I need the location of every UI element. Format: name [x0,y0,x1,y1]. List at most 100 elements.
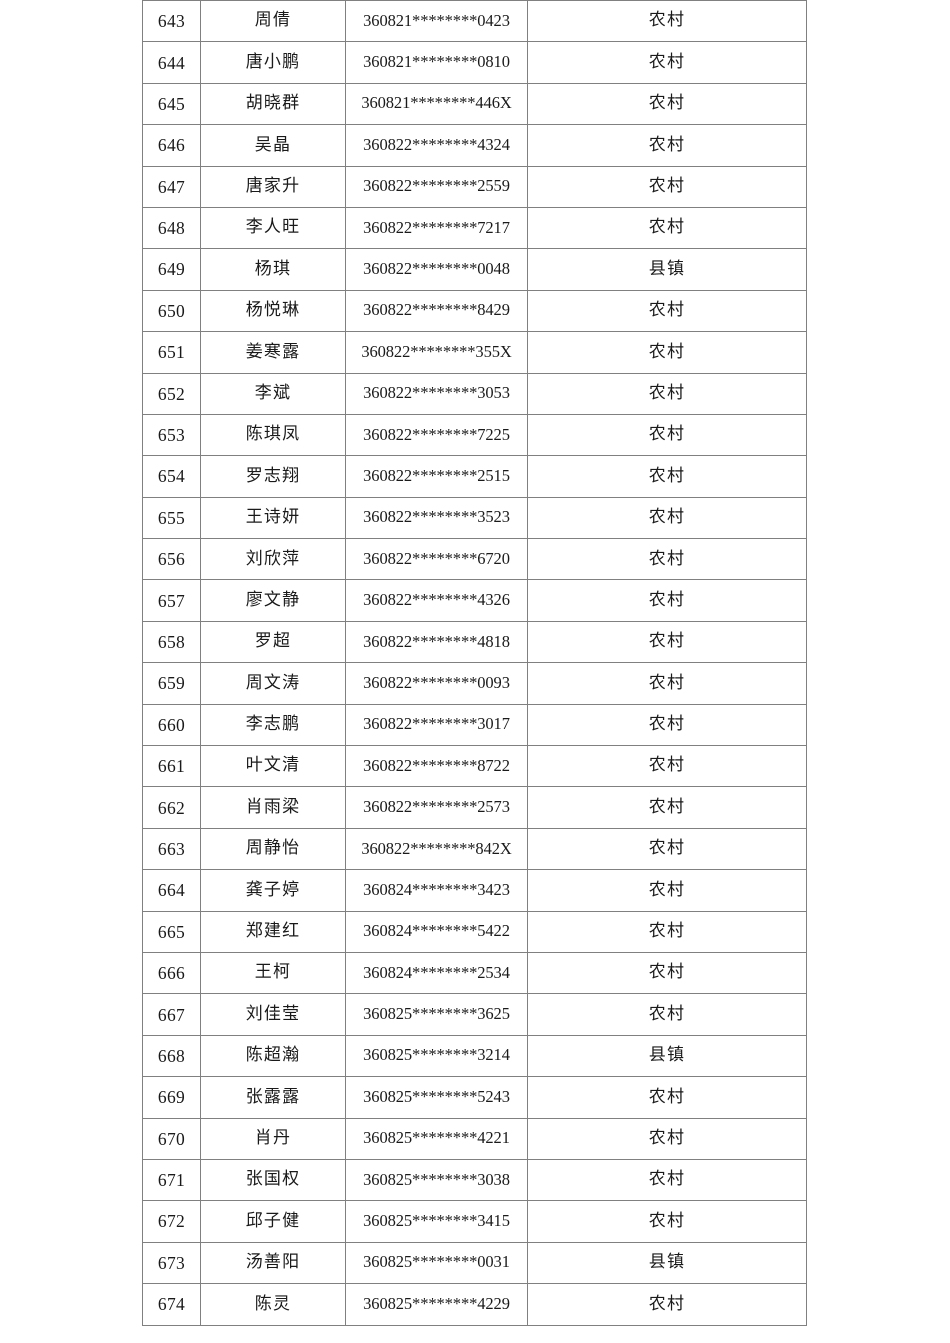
cell-name: 周文涛 [200,662,346,705]
cell-name: 姜寒露 [200,331,346,374]
cell-category: 农村 [527,869,807,912]
cell-name: 郑建红 [200,910,346,953]
cell-category: 农村 [527,1076,807,1119]
cell-sequence-number: 665 [142,910,201,953]
cell-name: 叶文清 [200,745,346,788]
cell-category: 农村 [527,579,807,622]
cell-id-number: 360822********3017 [345,703,528,747]
cell-id-number: 360825********0031 [345,1241,528,1285]
cell-category: 县镇 [527,248,807,291]
cell-sequence-number: 670 [142,1117,201,1160]
table-row: 652 李斌 360822********3053 农村 [142,372,807,415]
table-row: 653 陈琪凤 360822********7225 农村 [142,413,807,457]
cell-category: 农村 [527,165,807,208]
table-row: 657 廖文静 360822********4326 农村 [142,579,807,622]
cell-id-number: 360824********5422 [345,910,528,953]
cell-id-number: 360822********0048 [345,248,528,291]
cell-id-number: 360822********4324 [345,124,528,167]
cell-sequence-number: 647 [142,165,201,208]
cell-id-number: 360825********3415 [345,1200,528,1243]
cell-sequence-number: 661 [142,745,201,788]
cell-category: 农村 [527,993,807,1036]
cell-category: 农村 [527,496,807,540]
table-row: 651 姜寒露 360822********355X 农村 [142,331,807,374]
cell-sequence-number: 658 [142,620,201,664]
cell-category: 农村 [527,372,807,415]
cell-id-number: 360822********2573 [345,786,528,829]
table-row: 643 周倩 360821********0423 农村 [142,0,807,43]
cell-category: 县镇 [527,1241,807,1285]
cell-name: 李斌 [200,372,346,415]
cell-name: 周倩 [200,0,346,43]
cell-sequence-number: 646 [142,124,201,167]
cell-name: 胡晓群 [200,82,346,126]
cell-category: 农村 [527,1283,807,1326]
cell-id-number: 360824********2534 [345,951,528,995]
cell-id-number: 360822********2559 [345,165,528,208]
table-row: 664 龚子婷 360824********3423 农村 [142,869,807,912]
table-row: 670 肖丹 360825********4221 农村 [142,1117,807,1160]
cell-category: 农村 [527,455,807,498]
cell-sequence-number: 651 [142,331,201,374]
cell-name: 杨悦琳 [200,289,346,333]
cell-sequence-number: 644 [142,41,201,84]
table-row: 648 李人旺 360822********7217 农村 [142,206,807,250]
cell-name: 陈超瀚 [200,1034,346,1078]
cell-category: 县镇 [527,1034,807,1078]
cell-name: 王柯 [200,951,346,995]
table-row: 649 杨琪 360822********0048 县镇 [142,248,807,291]
cell-sequence-number: 662 [142,786,201,829]
cell-category: 农村 [527,41,807,84]
cell-name: 汤善阳 [200,1241,346,1285]
cell-sequence-number: 656 [142,538,201,581]
cell-category: 农村 [527,620,807,664]
cell-id-number: 360825********4221 [345,1117,528,1160]
cell-category: 农村 [527,910,807,953]
table-row: 658 罗超 360822********4818 农村 [142,620,807,664]
cell-name: 唐小鹏 [200,41,346,84]
cell-sequence-number: 667 [142,993,201,1036]
table-row: 656 刘欣萍 360822********6720 农村 [142,538,807,581]
cell-sequence-number: 674 [142,1283,201,1326]
roster-table: 643 周倩 360821********0423 农村 644 唐小鹏 360821***… [142,0,807,1326]
cell-id-number: 360825********3038 [345,1158,528,1202]
cell-id-number: 360822********3053 [345,372,528,415]
table-row: 661 叶文清 360822********8722 农村 [142,745,807,788]
cell-category: 农村 [527,951,807,995]
cell-name: 廖文静 [200,579,346,622]
cell-id-number: 360822********4326 [345,579,528,622]
cell-sequence-number: 664 [142,869,201,912]
cell-name: 张露露 [200,1076,346,1119]
cell-sequence-number: 652 [142,372,201,415]
cell-sequence-number: 649 [142,248,201,291]
cell-sequence-number: 673 [142,1241,201,1285]
cell-sequence-number: 657 [142,579,201,622]
cell-category: 农村 [527,662,807,705]
cell-category: 农村 [527,1117,807,1160]
cell-name: 邱子健 [200,1200,346,1243]
cell-sequence-number: 672 [142,1200,201,1243]
cell-category: 农村 [527,82,807,126]
cell-id-number: 360825********3625 [345,993,528,1036]
cell-id-number: 360822********3523 [345,496,528,540]
cell-sequence-number: 643 [142,0,201,43]
cell-name: 陈灵 [200,1283,346,1326]
cell-id-number: 360825********5243 [345,1076,528,1119]
cell-name: 肖雨梁 [200,786,346,829]
cell-name: 刘欣萍 [200,538,346,581]
cell-name: 杨琪 [200,248,346,291]
cell-name: 唐家升 [200,165,346,208]
table-row: 647 唐家升 360822********2559 农村 [142,165,807,208]
cell-category: 农村 [527,827,807,871]
table-row: 650 杨悦琳 360822********8429 农村 [142,289,807,333]
cell-id-number: 360822********8722 [345,745,528,788]
cell-category: 农村 [527,331,807,374]
cell-category: 农村 [527,0,807,43]
cell-name: 龚子婷 [200,869,346,912]
cell-id-number: 360821********0423 [345,0,528,43]
cell-id-number: 360822********355X [345,331,528,374]
cell-name: 李志鹏 [200,703,346,747]
cell-name: 李人旺 [200,206,346,250]
table-row: 646 吴晶 360822********4324 农村 [142,124,807,167]
